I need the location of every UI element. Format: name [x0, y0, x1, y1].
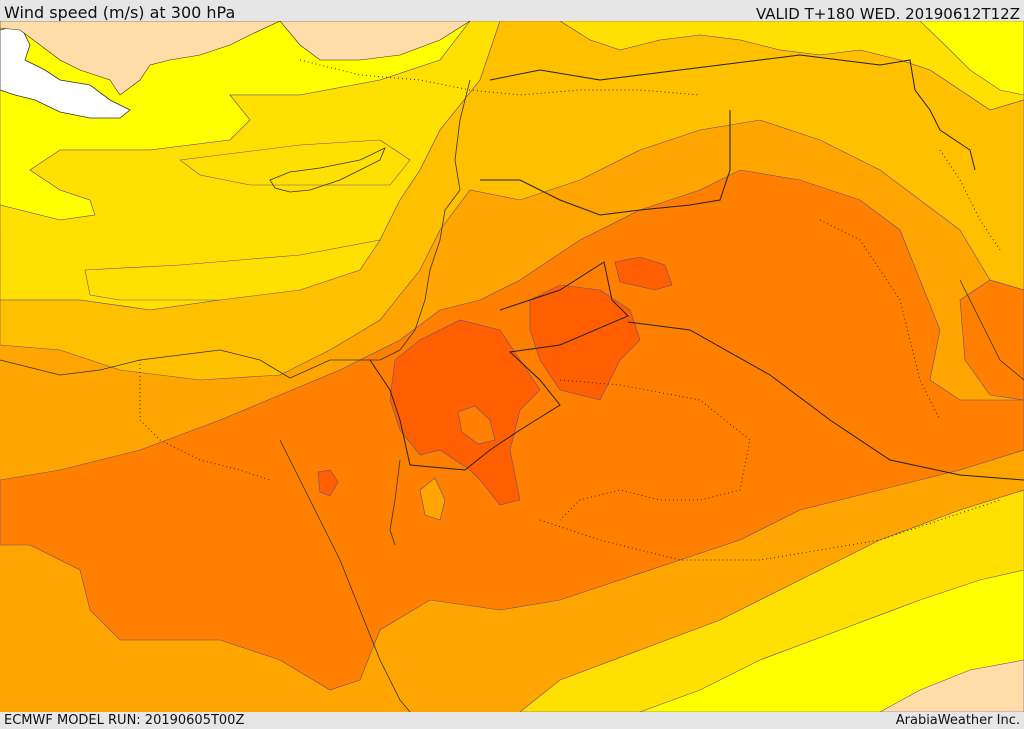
contour-level-1-southeast: [879, 659, 1024, 712]
map-title: Wind speed (m/s) at 300 hPa: [4, 3, 236, 22]
coastline-levant: [0, 79, 471, 379]
land-patch-turkey-coast: [279, 21, 471, 61]
contour-level-2-northeast: [919, 21, 1024, 96]
contour-level-6-east-lobe: [959, 279, 1024, 401]
model-run-label: ECMWF MODEL RUN: 20190605T00Z: [4, 713, 245, 728]
border-jordan: [369, 261, 629, 471]
contour-level-7-iraq-west: [529, 284, 641, 401]
valid-time: VALID T+180 WED. 20190612T12Z: [755, 5, 1020, 23]
contour-level-5-interior: [419, 477, 446, 521]
land-patch-greece: [0, 24, 131, 119]
footer-bar: ECMWF MODEL RUN: 20190605T00Z ArabiaWeat…: [0, 712, 1024, 729]
contour-level-6-hole: [457, 405, 496, 445]
border-dotted-saudi: [559, 379, 751, 521]
border-saudi-iraq: [627, 321, 1024, 481]
border-dotted-east: [819, 219, 941, 421]
wind-speed-map[interactable]: [0, 21, 1024, 712]
contour-level-3-central-west: [84, 239, 381, 301]
border-dotted-south: [539, 499, 1001, 561]
contour-level-2-southeast: [639, 569, 1024, 712]
land-patch-north: [0, 21, 281, 96]
coastline-gulf-aqaba: [389, 459, 401, 546]
coastline-persian-gulf: [959, 279, 1024, 381]
coastline-cyprus: [269, 147, 386, 193]
credit-label: ArabiaWeather Inc.: [895, 713, 1020, 728]
border-iraq-syria: [489, 54, 976, 171]
coastline-red-sea: [279, 439, 411, 712]
header-bar: Wind speed (m/s) at 300 hPa VALID T+180 …: [0, 0, 1024, 23]
contour-level-7-iraq-small: [614, 256, 673, 291]
contour-level-7-spot: [317, 469, 339, 497]
border-syria-south: [480, 110, 731, 216]
